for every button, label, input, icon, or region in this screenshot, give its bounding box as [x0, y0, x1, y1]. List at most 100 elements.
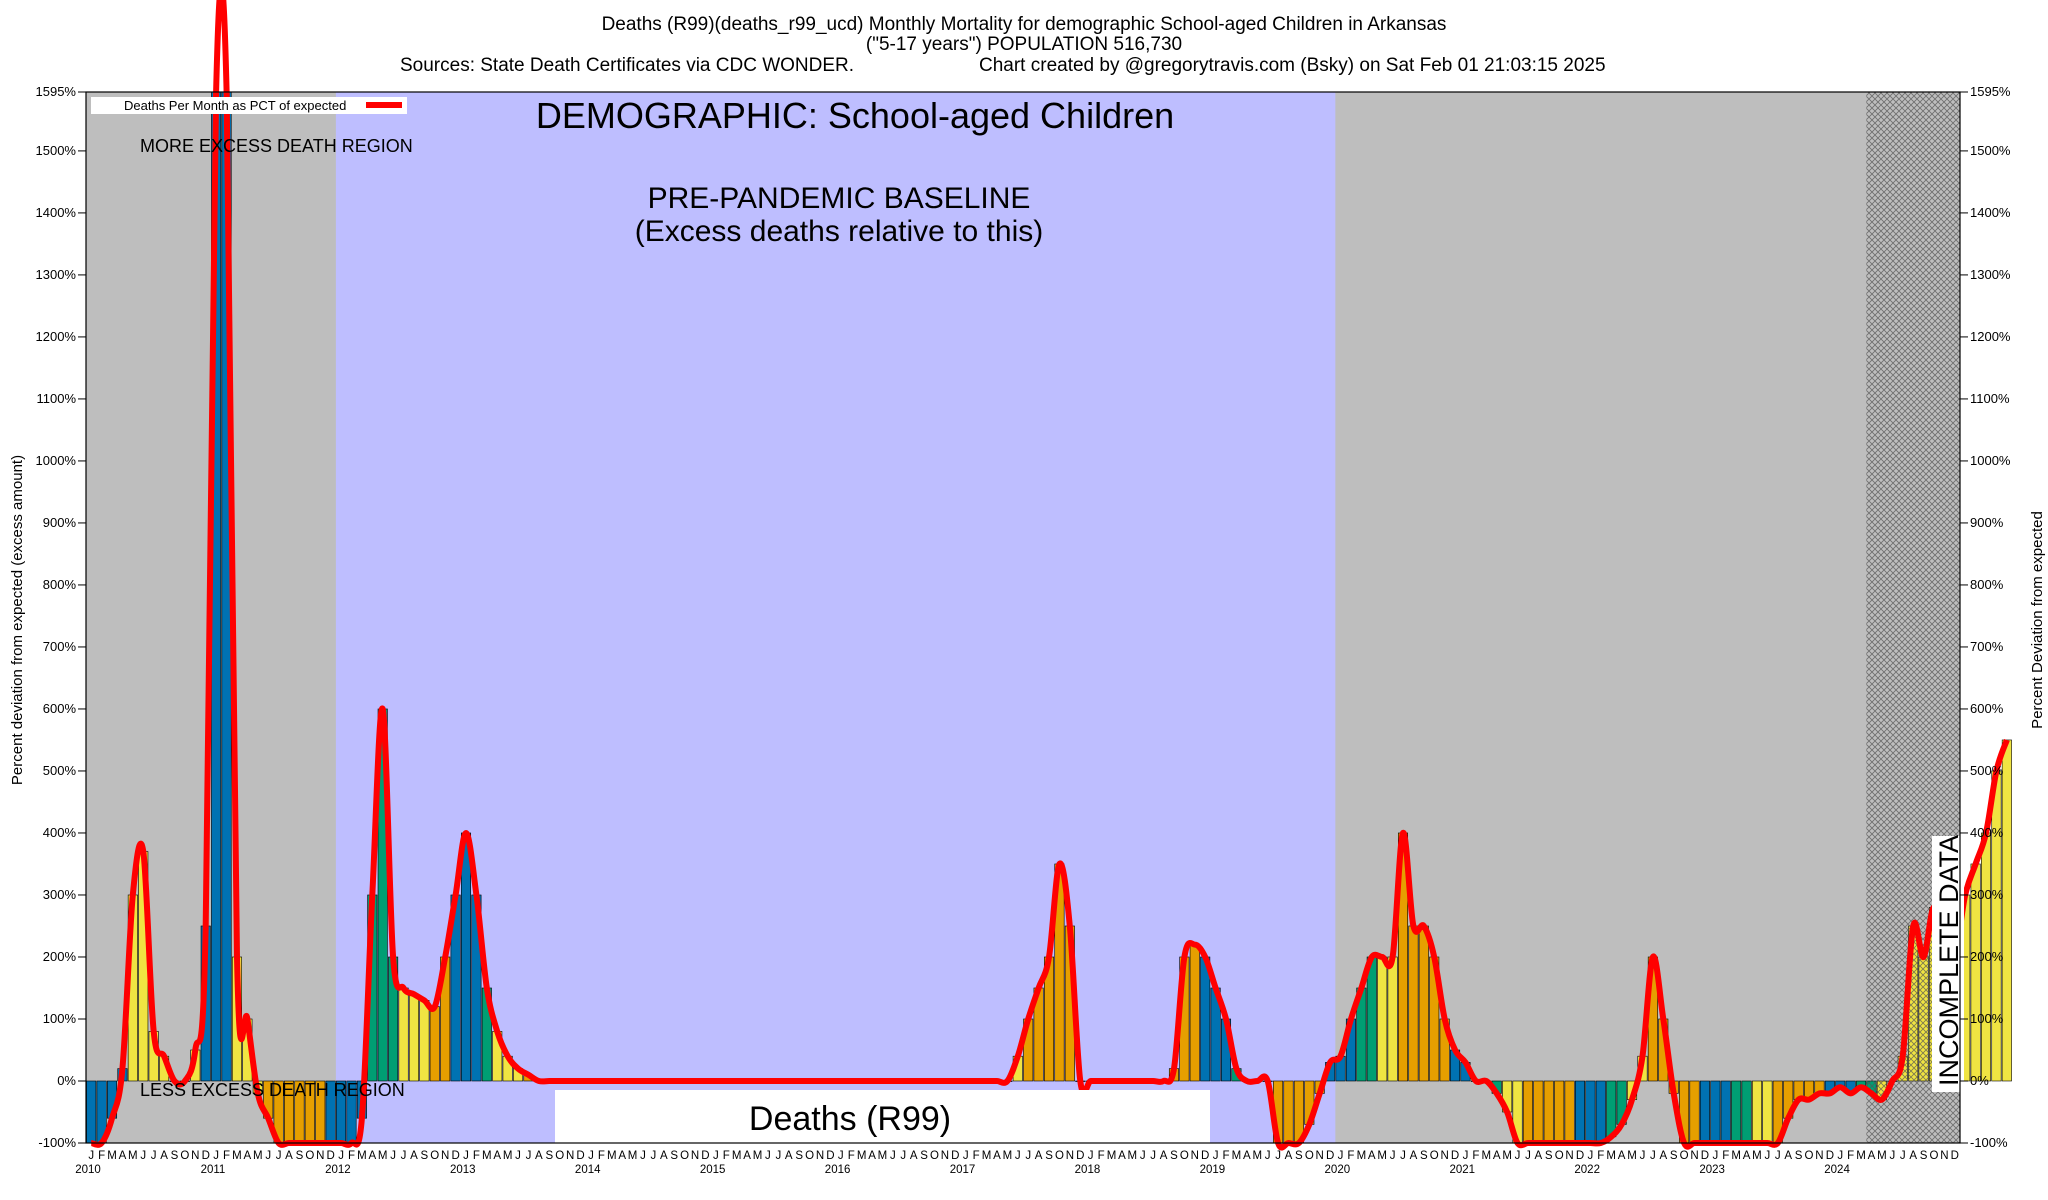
- x-month-label: A: [1909, 1150, 1917, 1162]
- y-tick-label-left: 500%: [43, 763, 77, 778]
- x-month-label: A: [993, 1150, 1001, 1162]
- x-month-label: D: [826, 1150, 834, 1162]
- x-month-label: J: [213, 1150, 219, 1162]
- x-month-label: J: [1025, 1150, 1031, 1162]
- bar: [2001, 739, 2012, 1082]
- x-month-label: J: [1765, 1150, 1771, 1162]
- x-month-label: F: [1098, 1150, 1105, 1162]
- x-month-label: M: [1731, 1150, 1741, 1162]
- x-month-label: M: [732, 1150, 742, 1162]
- x-month-label: D: [1576, 1150, 1584, 1162]
- x-month-label: J: [526, 1150, 532, 1162]
- x-month-label: M: [1502, 1150, 1512, 1162]
- credit-line: Chart created by @gregorytravis.com (Bsk…: [979, 55, 1606, 76]
- x-month-label: J: [515, 1150, 521, 1162]
- y-tick-label-right: 100%: [1970, 1011, 2004, 1026]
- x-month-label: O: [1680, 1150, 1689, 1162]
- x-month-label: J: [640, 1150, 646, 1162]
- x-month-label: J: [1588, 1150, 1594, 1162]
- x-month-label: J: [1213, 1150, 1219, 1162]
- x-month-label: J: [651, 1150, 657, 1162]
- x-month-label: N: [1690, 1150, 1698, 1162]
- bar: [1595, 1080, 1606, 1144]
- x-year-label: 2018: [1075, 1164, 1101, 1176]
- bar: [1689, 1080, 1700, 1144]
- x-month-label: S: [1170, 1150, 1178, 1162]
- x-year-label: 2021: [1449, 1164, 1475, 1176]
- y-tick-label-right: 1000%: [1970, 453, 2011, 468]
- x-month-label: S: [421, 1150, 429, 1162]
- x-month-label: S: [171, 1150, 179, 1162]
- y-tick-label-right: 1300%: [1970, 267, 2011, 282]
- x-month-label: A: [119, 1150, 127, 1162]
- x-month-label: N: [1815, 1150, 1823, 1162]
- x-month-label: F: [1223, 1150, 1230, 1162]
- bar: [1189, 944, 1200, 1082]
- x-month-label: D: [1326, 1150, 1334, 1162]
- x-month-label: J: [276, 1150, 282, 1162]
- x-month-label: F: [1597, 1150, 1604, 1162]
- x-month-label: M: [107, 1150, 117, 1162]
- bar: [1366, 956, 1377, 1082]
- x-month-label: A: [368, 1150, 376, 1162]
- x-month-label: O: [930, 1150, 939, 1162]
- x-month-label: A: [785, 1150, 793, 1162]
- x-month-label: M: [1481, 1150, 1491, 1162]
- x-month-label: J: [1150, 1150, 1156, 1162]
- x-month-label: F: [1472, 1150, 1479, 1162]
- y-tick-label-right: 1595%: [1970, 84, 2011, 99]
- bar: [86, 1080, 97, 1144]
- legend-label: Deaths Per Month as PCT of expected: [124, 98, 346, 113]
- y-tick-label-right: 0%: [1970, 1073, 1989, 1088]
- x-month-label: A: [1243, 1150, 1251, 1162]
- x-month-label: M: [1377, 1150, 1387, 1162]
- x-year-label: 2010: [75, 1164, 101, 1176]
- y-axis-title-right: Percent Deviation from expected: [2029, 511, 2046, 729]
- x-month-label: N: [191, 1150, 199, 1162]
- x-month-label: N: [1440, 1150, 1448, 1162]
- x-month-label: F: [473, 1150, 480, 1162]
- incomplete-data-label: INCOMPLETE DATA: [1934, 835, 1964, 1086]
- x-month-label: J: [1265, 1150, 1271, 1162]
- x-month-label: A: [1743, 1150, 1751, 1162]
- x-month-label: M: [503, 1150, 513, 1162]
- x-month-label: O: [805, 1150, 814, 1162]
- x-month-label: A: [1285, 1150, 1293, 1162]
- bar: [419, 1000, 430, 1082]
- y-tick-label-left: 1500%: [36, 143, 77, 158]
- y-tick-label-right: 300%: [1970, 887, 2004, 902]
- x-month-label: S: [1420, 1150, 1428, 1162]
- x-month-label: M: [1232, 1150, 1242, 1162]
- x-month-label: J: [1400, 1150, 1406, 1162]
- x-month-label: A: [1784, 1150, 1792, 1162]
- x-month-label: O: [680, 1150, 689, 1162]
- x-month-label: D: [1076, 1150, 1084, 1162]
- x-month-label: A: [1618, 1150, 1626, 1162]
- bar: [1699, 1080, 1710, 1144]
- x-month-label: J: [338, 1150, 344, 1162]
- x-month-label: S: [296, 1150, 304, 1162]
- bar: [1283, 1080, 1294, 1144]
- bar: [1387, 956, 1398, 1082]
- x-month-label: A: [1410, 1150, 1418, 1162]
- x-month-label: J: [463, 1150, 469, 1162]
- x-month-label: J: [401, 1150, 407, 1162]
- x-month-label: M: [1003, 1150, 1013, 1162]
- x-month-label: J: [1015, 1150, 1021, 1162]
- x-month-label: M: [482, 1150, 492, 1162]
- y-tick-label-right: 1400%: [1970, 205, 2011, 220]
- x-month-label: J: [1140, 1150, 1146, 1162]
- x-month-label: M: [753, 1150, 763, 1162]
- x-month-label: S: [1795, 1150, 1803, 1162]
- x-month-label: N: [1316, 1150, 1324, 1162]
- series-line: [90, 0, 2010, 1151]
- bar: [1751, 1080, 1762, 1144]
- x-month-label: F: [98, 1150, 105, 1162]
- plot-background: [86, 92, 1960, 1143]
- bar: [1574, 1080, 1586, 1144]
- x-month-label: A: [743, 1150, 751, 1162]
- x-year-label: 2017: [950, 1164, 976, 1176]
- x-month-label: N: [441, 1150, 449, 1162]
- x-month-label: F: [973, 1150, 980, 1162]
